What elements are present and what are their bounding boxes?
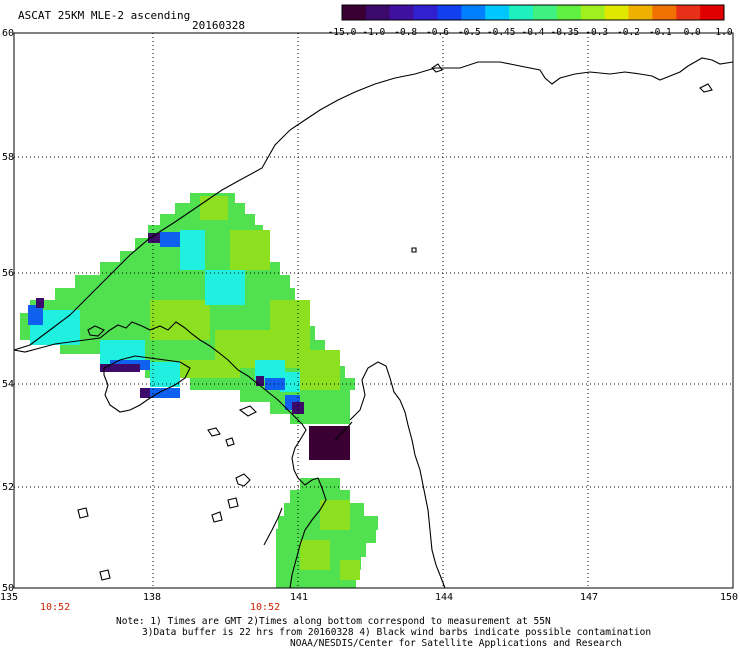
swath-cell (255, 360, 285, 380)
note-line-1: Note: 1) Times are GMT 2)Times along bot… (116, 616, 551, 627)
map-frame (13, 32, 734, 589)
axis-labels: 135 138 141 144 147 150 60 58 56 54 52 5… (0, 28, 738, 603)
swath-cell (256, 376, 264, 386)
swath-cell (180, 230, 205, 270)
map-title: ASCAT 25KM MLE-2 ascending (18, 9, 191, 22)
swath-cell (230, 230, 270, 270)
swath-cell (36, 298, 44, 308)
lat-label: 60 (2, 28, 14, 39)
map-date: 20160328 (192, 19, 245, 32)
data-swath (20, 193, 378, 588)
swath-cell (205, 270, 245, 305)
colorbar-swatch (342, 5, 367, 20)
swath-cell (180, 360, 240, 378)
lon-label: 138 (143, 592, 161, 603)
swath-cell (276, 529, 376, 543)
colorbar-swatch (556, 5, 582, 20)
lat-label: 54 (2, 379, 14, 390)
note-line-3: NOAA/NESDIS/Center for Satellite Applica… (290, 638, 622, 649)
lon-label: 150 (720, 592, 738, 603)
swath-cell (276, 570, 356, 588)
lon-label: 141 (290, 592, 308, 603)
swath-cell (200, 196, 228, 220)
colorbar-swatch (533, 5, 558, 20)
swath-cell (292, 402, 304, 414)
lat-label: 50 (2, 583, 14, 594)
colorbar-swatch (509, 5, 534, 20)
lon-label: 135 (0, 592, 18, 603)
swath-cell (148, 233, 160, 243)
colorbar-swatch (461, 5, 486, 20)
colorbar-swatch (580, 5, 606, 20)
swath-cell (28, 305, 43, 325)
swath-cell (55, 288, 295, 302)
coastline (13, 57, 734, 589)
colorbar-swatch (676, 5, 701, 20)
pass-time-label: 10:52 (40, 602, 71, 613)
colorbar-swatch (389, 5, 415, 20)
colorbar-frame (341, 4, 725, 21)
colorbar-swatch (413, 5, 439, 20)
lon-label: 147 (580, 592, 598, 603)
swath-cell (160, 232, 180, 247)
colorbar-swatch (628, 5, 653, 20)
note-line-2: 3)Data buffer is 22 hrs from 20160328 4)… (142, 627, 652, 638)
swath-cell (150, 388, 180, 398)
colorbar-swatch (604, 5, 630, 20)
swath-cell (150, 362, 180, 387)
swath-cell (320, 500, 350, 530)
lat-label: 58 (2, 152, 14, 163)
colorbar-swatch (700, 5, 725, 20)
lon-label: 144 (435, 592, 453, 603)
swath-cell (150, 300, 210, 340)
swath-cell (290, 414, 350, 424)
swath-cell (340, 560, 360, 580)
lat-lon-grid (14, 33, 733, 588)
swath-cell (100, 364, 140, 372)
colorbar-swatch (365, 5, 391, 20)
colorbar-swatch (652, 5, 677, 20)
swath-cell (270, 300, 310, 350)
lat-label: 56 (2, 268, 14, 279)
swath-cell (300, 350, 340, 390)
swath-cell (300, 540, 330, 570)
lat-label: 52 (2, 482, 14, 493)
pass-time-label: 10:52 (250, 602, 281, 613)
swath-cell (300, 478, 340, 492)
colorbar-swatch (485, 5, 510, 20)
colorbar (341, 4, 725, 21)
swath-cell (140, 388, 150, 398)
colorbar-swatch (437, 5, 462, 20)
